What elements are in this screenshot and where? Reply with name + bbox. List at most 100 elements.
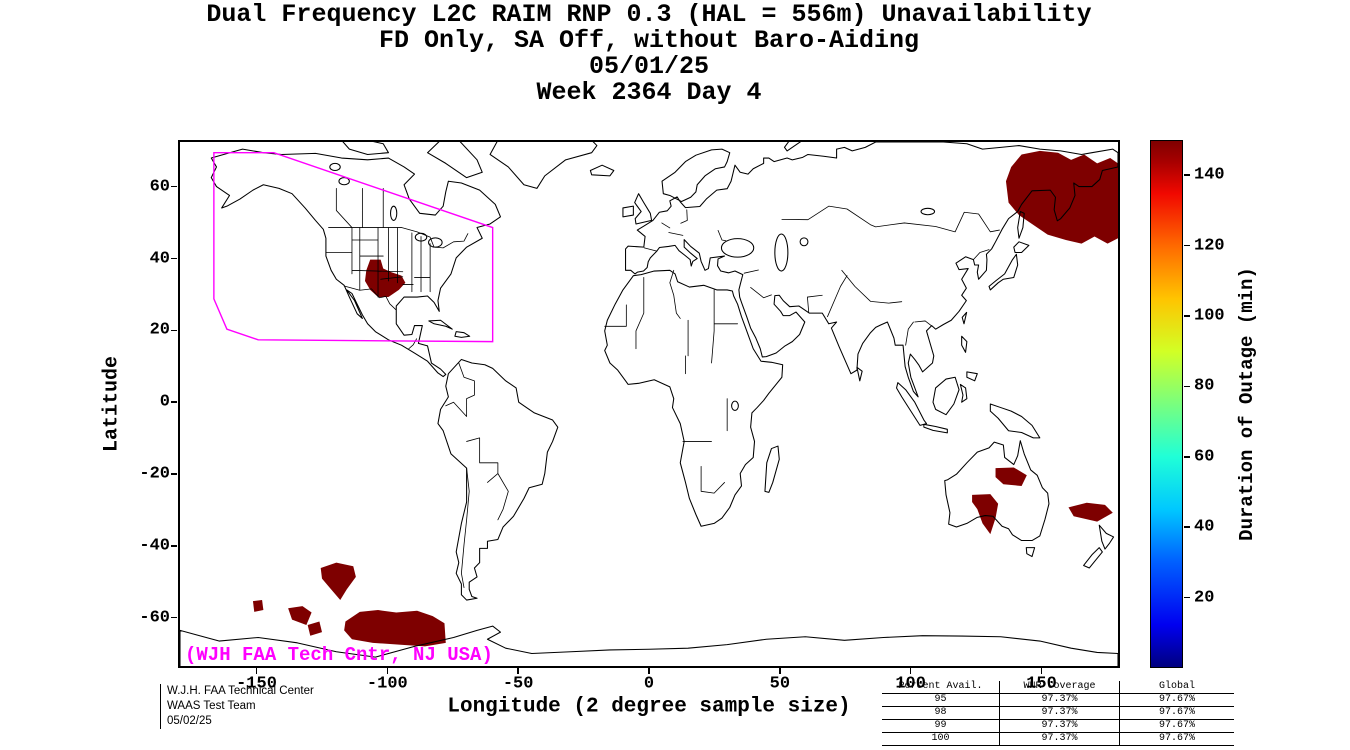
colorbar-tick-label: 80 bbox=[1194, 376, 1215, 396]
lake-victoria bbox=[732, 401, 739, 410]
world-map bbox=[180, 142, 1118, 666]
coast-ireland bbox=[623, 206, 633, 217]
x-axis-label: Longitude (2 degree sample size) bbox=[447, 695, 851, 719]
stats-header-cell: WNR Coverage bbox=[1000, 681, 1120, 693]
border-europe bbox=[644, 210, 726, 251]
x-tick-mark bbox=[648, 668, 650, 674]
y-tick-label: 40 bbox=[149, 249, 170, 269]
border-south-america bbox=[446, 363, 509, 588]
map-plot-area: (WJH FAA Tech Cntr, NJ USA) bbox=[178, 140, 1120, 668]
footer-line: W.J.H. FAA Technical Center bbox=[167, 685, 314, 697]
colorbar-tick-mark bbox=[1184, 456, 1190, 458]
x-tick-label: 50 bbox=[769, 674, 791, 694]
x-tick-label: -150 bbox=[236, 674, 277, 694]
y-tick-mark bbox=[171, 185, 177, 188]
footer-line: 05/02/25 bbox=[167, 715, 212, 727]
colorbar-tick-label: 60 bbox=[1194, 447, 1215, 467]
stats-cell: 97.37% bbox=[1000, 707, 1120, 719]
stats-row: 99 97.37% 97.67% bbox=[882, 720, 1234, 733]
x-tick-label: -50 bbox=[502, 674, 534, 694]
stats-cell: 99 bbox=[882, 720, 1000, 732]
colorbar-tick-mark bbox=[1184, 526, 1190, 528]
y-tick-mark bbox=[171, 473, 177, 475]
stats-header-cell: Global bbox=[1158, 681, 1195, 692]
stats-cell: 95 bbox=[882, 694, 1000, 706]
world-coastlines bbox=[180, 142, 1118, 666]
y-tick-label: 20 bbox=[149, 320, 170, 340]
y-tick-label: -40 bbox=[139, 536, 170, 556]
coast-eurasia bbox=[626, 142, 1118, 397]
outage-region-south-pacific-small-1 bbox=[252, 600, 264, 612]
colorbar-tick-mark bbox=[1184, 385, 1190, 388]
footer-credits: W.J.H. FAA Technical Center WAAS Test Tea… bbox=[160, 684, 314, 729]
colorbar-tick-mark bbox=[1184, 315, 1190, 317]
coast-iceland bbox=[590, 165, 613, 176]
colorbar-tick-mark bbox=[1184, 596, 1190, 599]
country-borders bbox=[326, 188, 1000, 587]
colorbar-tick-label: 140 bbox=[1194, 165, 1225, 185]
y-tick-mark bbox=[171, 545, 177, 547]
border-asia bbox=[744, 206, 999, 345]
stats-cell: 97.67% bbox=[1158, 733, 1195, 744]
coast-southeast-asia-islands bbox=[897, 336, 1040, 438]
coast-new-zealand bbox=[1084, 525, 1114, 568]
outage-region-south-australia bbox=[972, 494, 999, 535]
y-tick-mark bbox=[171, 257, 177, 260]
x-tick-label: -100 bbox=[366, 674, 408, 694]
colorbar-tick-label: 120 bbox=[1194, 236, 1225, 256]
y-tick-label: -60 bbox=[139, 608, 170, 628]
stats-cell: 98 bbox=[882, 707, 1000, 719]
coast-arctic-islands bbox=[342, 142, 803, 178]
stats-cell: 100 bbox=[882, 733, 1000, 745]
outage-region-tasman-northeast bbox=[1068, 502, 1113, 522]
coast-south-america bbox=[438, 359, 558, 600]
waas-boundary-layer bbox=[214, 153, 493, 342]
colorbar-tick-label: 20 bbox=[1194, 588, 1215, 608]
waas-boundary-outline bbox=[214, 153, 493, 342]
x-tick-mark bbox=[517, 668, 519, 674]
outage-region-south-pacific-large bbox=[344, 610, 446, 647]
stats-header-cell: Percent Avail. bbox=[882, 681, 1000, 693]
border-us-canada bbox=[329, 228, 468, 248]
stats-cell: 97.67% bbox=[1158, 720, 1195, 731]
outage-region-northeast-russia bbox=[1005, 150, 1118, 244]
y-tick-label: -20 bbox=[139, 464, 170, 484]
coast-taiwan-srilanka bbox=[857, 312, 967, 380]
outage-region-central-east-australia bbox=[995, 467, 1027, 486]
aral-sea bbox=[800, 238, 808, 246]
x-tick-label: 100 bbox=[895, 674, 926, 694]
colorbar-tick-label: 100 bbox=[1194, 306, 1225, 326]
lake-michigan-huron bbox=[415, 233, 426, 241]
coast-greenland bbox=[490, 142, 597, 188]
availability-stats-table: Percent Avail. WNR Coverage Global 95 97.37%… bbox=[882, 681, 1234, 746]
outage-region-south-pacific-small-2 bbox=[288, 606, 312, 626]
coast-australia bbox=[945, 441, 1049, 557]
title-line-3: 05/01/25 bbox=[588, 52, 710, 81]
stats-header-row: Percent Avail. WNR Coverage Global bbox=[882, 681, 1234, 694]
y-tick-mark bbox=[171, 329, 177, 332]
stats-cell: 97.37% bbox=[1000, 694, 1120, 706]
border-us-states bbox=[326, 188, 430, 348]
black-sea bbox=[721, 239, 753, 258]
lake-baikal bbox=[921, 208, 935, 214]
outage-region-south-pacific-mid bbox=[320, 562, 356, 601]
x-tick-mark bbox=[386, 668, 389, 674]
x-tick-mark bbox=[255, 668, 258, 674]
colorbar-tick-mark bbox=[1184, 174, 1190, 176]
x-tick-mark bbox=[1040, 668, 1043, 674]
great-bear-lake bbox=[330, 163, 340, 170]
coast-madagascar bbox=[765, 446, 779, 492]
outage-region-south-pacific-small-3 bbox=[307, 621, 323, 636]
title-line-1: Dual Frequency L2C RAIM RNP 0.3 (HAL = 5… bbox=[206, 0, 1092, 29]
y-tick-label: 0 bbox=[159, 392, 170, 412]
x-tick-label: 0 bbox=[643, 674, 655, 694]
title-line-4: Week 2364 Day 4 bbox=[536, 78, 762, 107]
colorbar bbox=[1150, 140, 1183, 668]
plot-title: Dual Frequency L2C RAIM RNP 0.3 (HAL = 5… bbox=[0, 2, 1298, 106]
great-slave-lake bbox=[339, 178, 349, 185]
coast-north-america bbox=[211, 149, 500, 376]
x-tick-label: 150 bbox=[1026, 674, 1057, 694]
stats-cell: 97.67% bbox=[1158, 694, 1195, 705]
coast-scandinavia bbox=[662, 149, 730, 201]
colorbar-label: Duration of Outage (min) bbox=[1236, 267, 1258, 541]
